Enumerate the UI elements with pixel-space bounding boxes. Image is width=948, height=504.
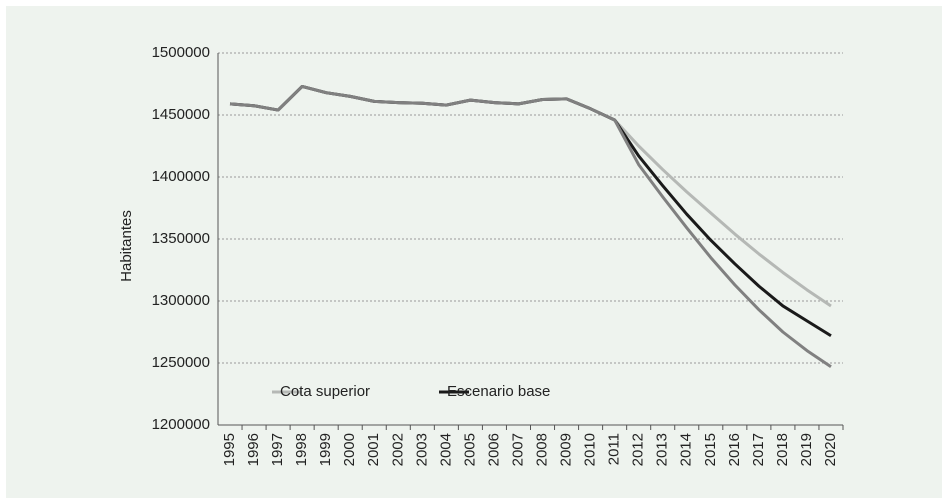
line — [229, 84, 832, 368]
x-tick-label: 2015 — [702, 433, 719, 466]
x-tick-label: 2017 — [750, 433, 767, 466]
y-tick-label: 1250000 — [152, 354, 210, 371]
y-tick-label: 1350000 — [152, 230, 210, 247]
x-tick-label: 1999 — [317, 433, 334, 466]
x-tick-label: 2000 — [341, 433, 358, 466]
x-tick-label: 2003 — [413, 433, 430, 466]
x-tick-label: 2010 — [582, 433, 599, 466]
legend-label: Escenario base — [447, 383, 550, 400]
x-tick-label: 2016 — [726, 433, 743, 466]
x-tick-label: 1997 — [269, 433, 286, 466]
x-tick-label: 1998 — [293, 433, 310, 466]
y-tick-label: 1450000 — [152, 106, 210, 123]
x-tick-label: 2018 — [774, 433, 791, 466]
x-tick-label: 2012 — [630, 433, 647, 466]
x-tick-label: 2020 — [822, 433, 839, 466]
y-tick-label: 1300000 — [152, 292, 210, 309]
background — [6, 6, 942, 498]
y-tick-label: 1200000 — [152, 416, 210, 433]
x-tick-label: 2002 — [389, 433, 406, 466]
y-tick-label: 1500000 — [152, 44, 210, 61]
x-tick-label: 2004 — [437, 433, 454, 466]
x-tick-label: 1996 — [245, 433, 262, 466]
legend-label: Cota superior — [280, 383, 370, 400]
x-tick-label: 2013 — [654, 433, 671, 466]
x-tick-label: 2005 — [461, 433, 478, 466]
y-tick-label: 1400000 — [152, 168, 210, 185]
y-axis-label: Habitantes — [118, 210, 135, 282]
x-tick-label: 2007 — [509, 433, 526, 466]
x-tick-label: 1995 — [221, 433, 238, 466]
x-tick-label: 2006 — [485, 433, 502, 466]
x-tick-label: 2001 — [365, 433, 382, 466]
x-tick-label: 2008 — [533, 433, 550, 466]
x-tick-label: 2014 — [678, 433, 695, 466]
x-tick-label: 2009 — [558, 433, 575, 466]
x-tick-label: 2019 — [798, 433, 815, 466]
x-tick-label: 2011 — [606, 433, 623, 465]
